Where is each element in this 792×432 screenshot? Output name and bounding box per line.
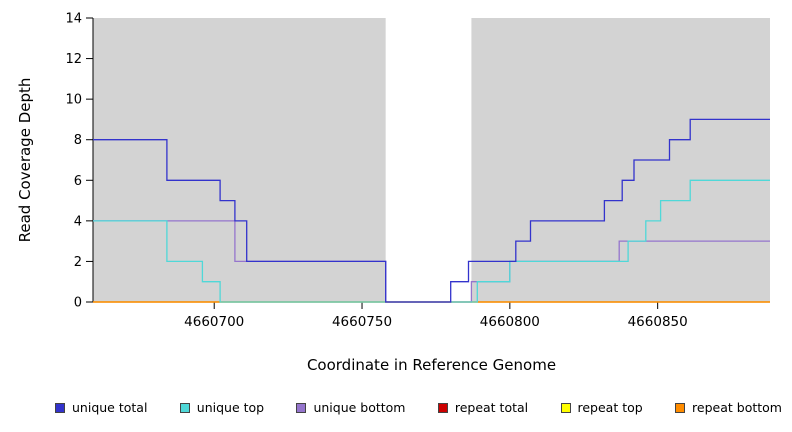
legend-swatch-repeat-total: [437, 402, 448, 413]
legend-label: repeat top: [577, 400, 643, 415]
legend-label: unique top: [196, 400, 265, 415]
y-tick-label: 10: [65, 93, 82, 108]
y-tick-label: 12: [65, 52, 82, 67]
series-line-unique-total: [93, 118, 770, 303]
series-line-unique-top: [93, 179, 770, 303]
legend-item-repeat-total: repeat total: [437, 400, 529, 415]
legend-item-unique-total: unique total: [55, 400, 147, 415]
x-tick-label: 4660800: [480, 314, 540, 330]
y-axis-label: Read Coverage Depth: [16, 78, 34, 243]
y-tick-label: 0: [74, 296, 82, 311]
legend-label: unique bottom: [313, 400, 406, 415]
series-line-unique-bottom: [93, 220, 770, 303]
legend-item-unique-bottom: unique bottom: [296, 400, 406, 415]
legend-swatch-repeat-top: [560, 402, 571, 413]
chart-legend: unique total unique top unique bottom repea…: [55, 400, 782, 415]
chart-canvas: 0 2 4 6 8 10 12 14 4660700 4660750 4660800 4660850 R…: [16, 12, 770, 330]
y-tick-label: 6: [74, 174, 82, 189]
legend-label: unique total: [72, 400, 148, 415]
legend-swatch-unique-bottom: [296, 402, 307, 413]
x-tick-label: 4660750: [332, 314, 392, 330]
legend-swatch-unique-total: [55, 402, 65, 413]
x-tick-label: 4660700: [184, 314, 244, 330]
masked-region: [385, 18, 472, 302]
x-axis-label: Coordinate in Reference Genome: [306, 356, 557, 374]
legend-label: repeat total: [454, 400, 529, 415]
legend-swatch-unique-top: [179, 402, 190, 413]
legend-swatch-repeat-bottom: [675, 402, 686, 413]
legend-item-repeat-top: repeat top: [560, 400, 643, 415]
legend-item-unique-top: unique top: [179, 400, 265, 415]
x-tick-label: 4660850: [628, 314, 688, 330]
legend-label: repeat bottom: [692, 400, 782, 415]
y-tick-label: 14: [65, 12, 82, 27]
y-tick-label: 4: [74, 214, 82, 229]
y-tick-label: 2: [74, 255, 82, 270]
legend-item-repeat-bottom: repeat bottom: [675, 400, 782, 415]
y-tick-label: 8: [74, 133, 82, 148]
